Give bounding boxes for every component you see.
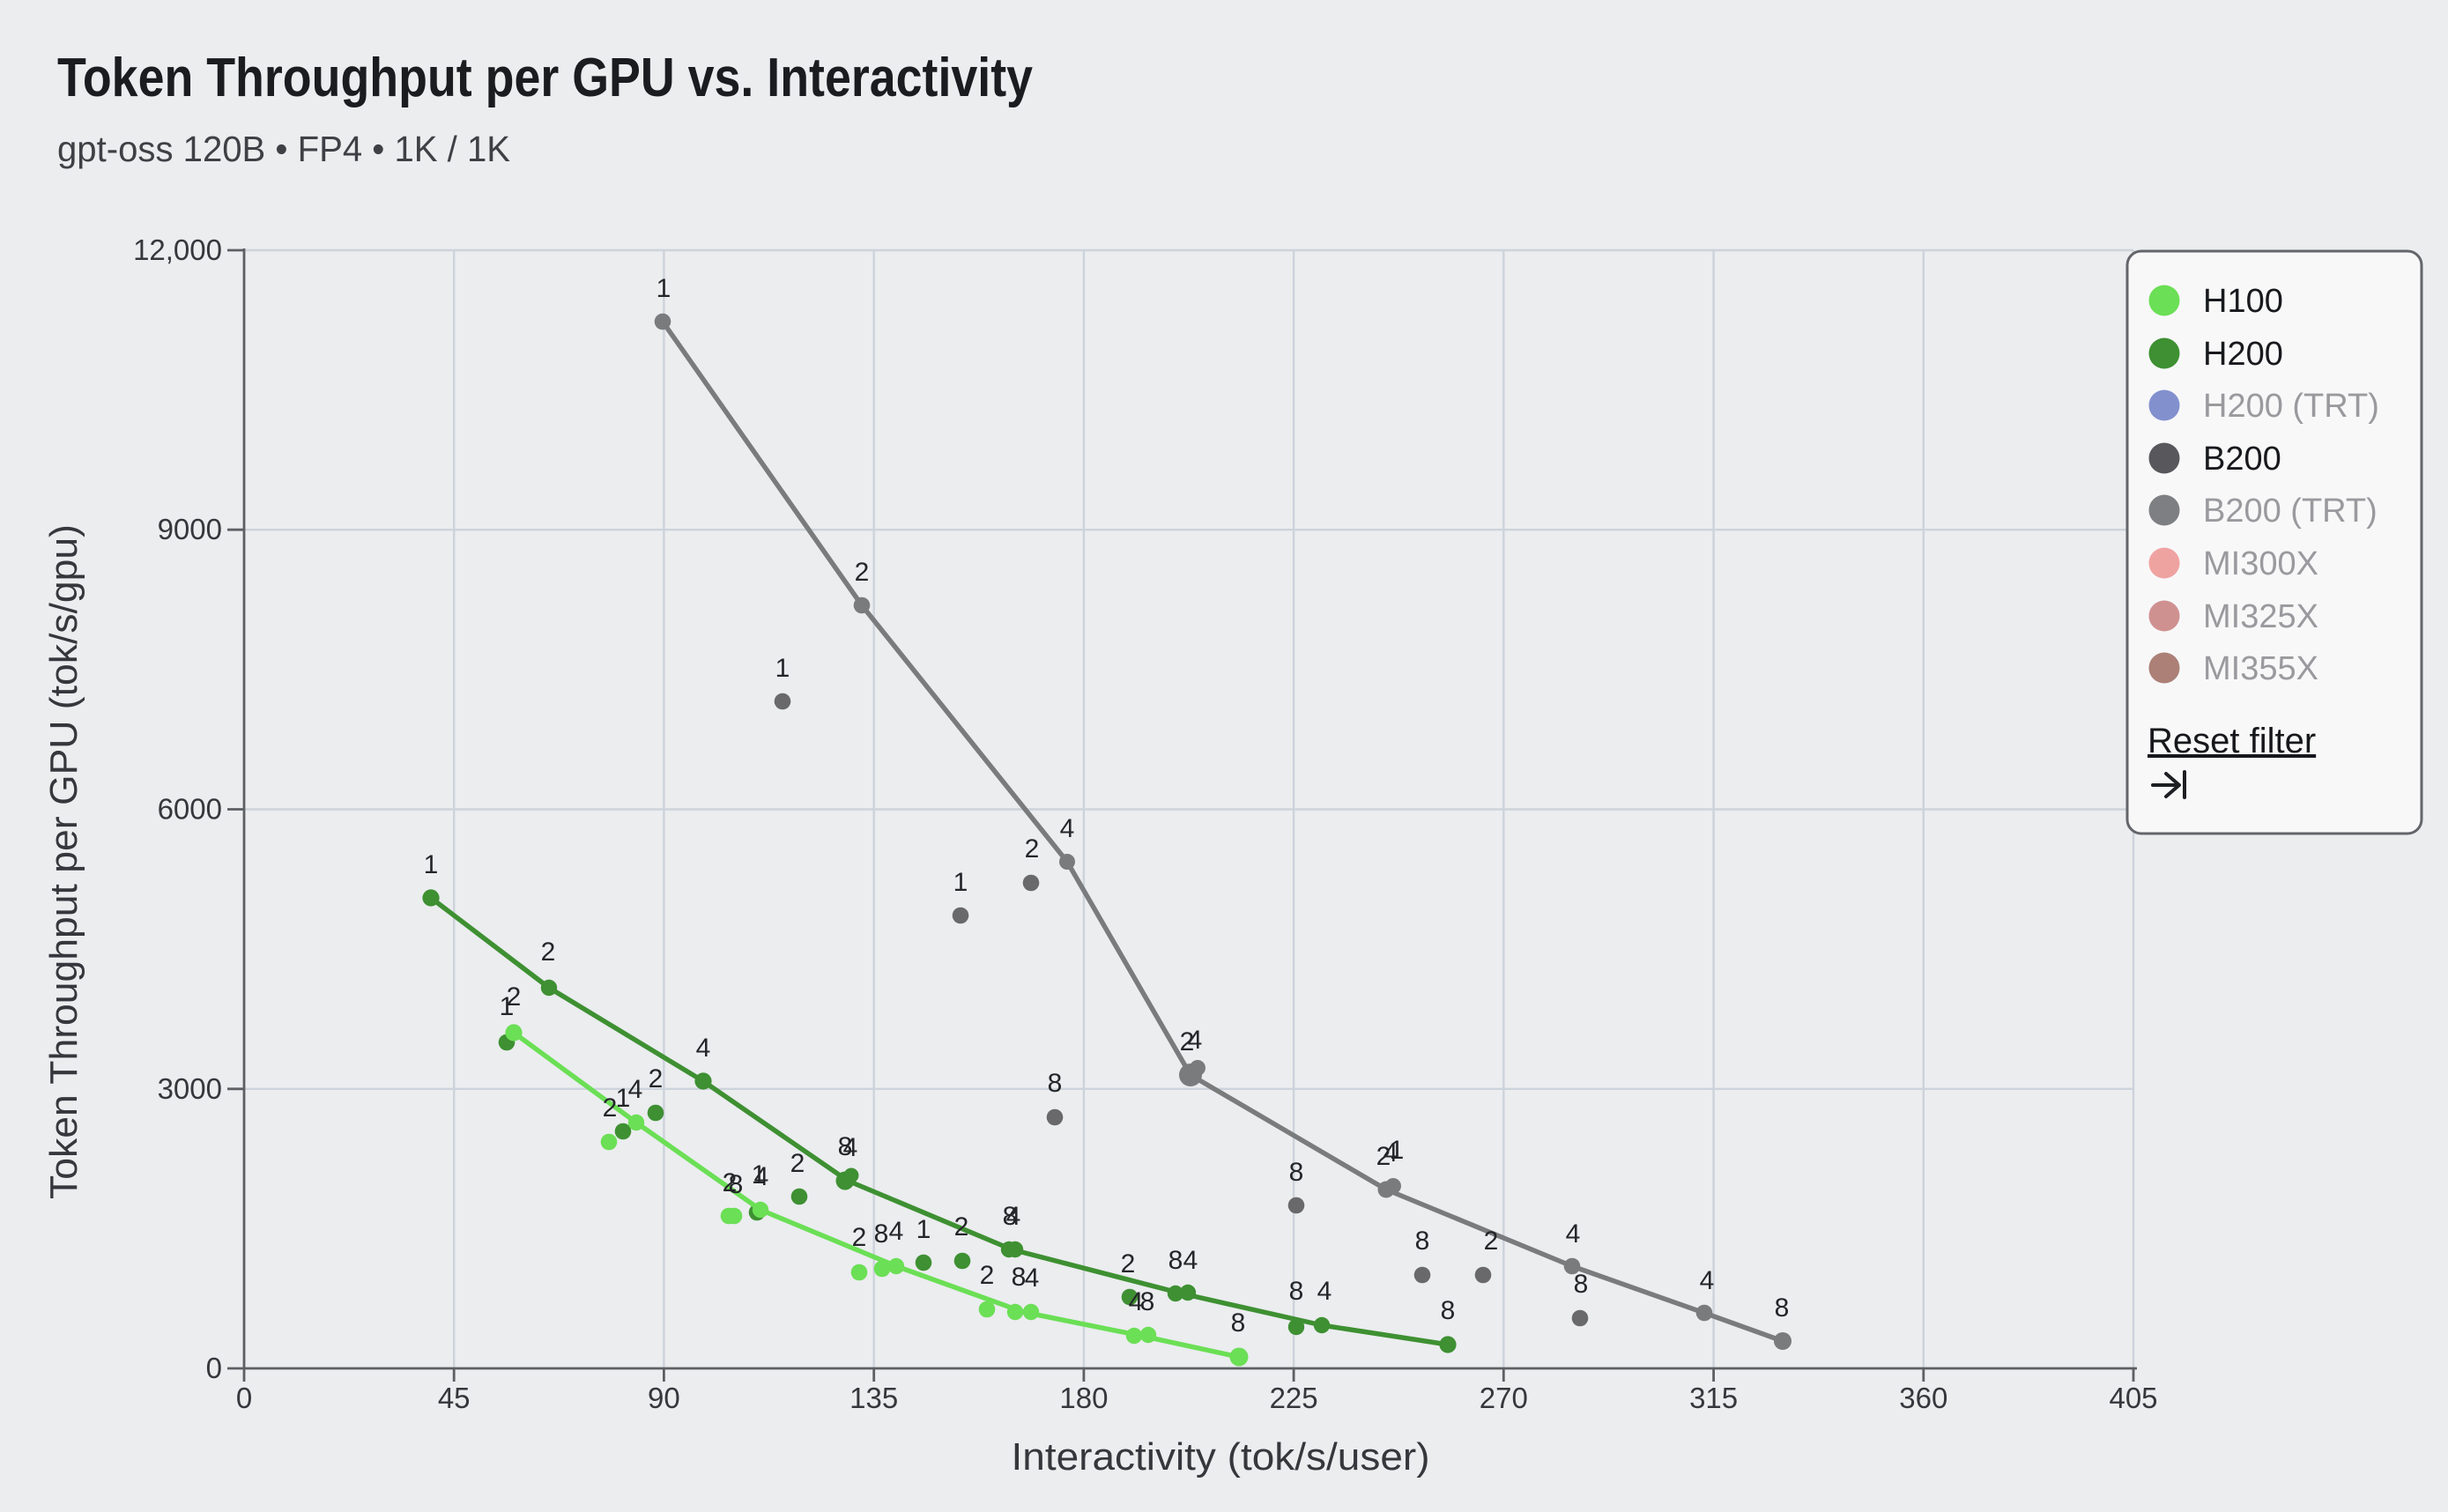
svg-text:3000: 3000: [158, 1072, 222, 1105]
svg-text:1: 1: [775, 654, 790, 683]
svg-text:2: 2: [1376, 1142, 1391, 1171]
svg-text:1: 1: [953, 868, 968, 897]
svg-text:225: 225: [1270, 1382, 1318, 1414]
svg-text:4: 4: [1129, 1287, 1144, 1316]
svg-text:2: 2: [855, 558, 870, 587]
svg-text:1: 1: [424, 850, 439, 879]
svg-text:Reset filter: Reset filter: [2148, 722, 2316, 760]
svg-text:1: 1: [752, 1160, 767, 1190]
svg-text:H200: H200: [2203, 336, 2283, 373]
svg-text:4: 4: [754, 1162, 769, 1191]
svg-text:MI300X: MI300X: [2203, 545, 2318, 582]
svg-text:270: 270: [1480, 1382, 1528, 1414]
svg-text:1: 1: [616, 1084, 631, 1113]
svg-text:Token Throughput per GPU (tok/: Token Throughput per GPU (tok/s/gpu): [42, 524, 85, 1199]
svg-text:90: 90: [648, 1382, 680, 1414]
svg-text:8: 8: [729, 1170, 744, 1199]
svg-text:4: 4: [843, 1133, 858, 1162]
svg-text:2: 2: [603, 1093, 618, 1123]
svg-text:4: 4: [628, 1075, 643, 1104]
svg-text:8: 8: [1140, 1287, 1155, 1316]
svg-text:8: 8: [1415, 1227, 1430, 1256]
svg-text:4: 4: [1383, 1138, 1398, 1167]
svg-text:405: 405: [2109, 1382, 2157, 1414]
svg-text:H200 (TRT): H200 (TRT): [2203, 388, 2379, 425]
svg-text:2: 2: [1180, 1027, 1195, 1056]
svg-text:8: 8: [1231, 1308, 1246, 1338]
svg-text:1: 1: [916, 1215, 931, 1244]
svg-text:135: 135: [849, 1382, 898, 1414]
svg-text:B200: B200: [2203, 441, 2281, 478]
svg-text:4: 4: [1188, 1026, 1203, 1055]
svg-text:4: 4: [1317, 1277, 1332, 1306]
svg-text:4: 4: [889, 1217, 904, 1246]
svg-text:2: 2: [541, 938, 556, 967]
svg-text:2: 2: [954, 1212, 969, 1241]
svg-text:180: 180: [1059, 1382, 1108, 1414]
svg-text:360: 360: [1899, 1382, 1947, 1414]
svg-text:8: 8: [1012, 1263, 1027, 1292]
svg-text:8: 8: [1441, 1296, 1456, 1325]
svg-text:1: 1: [657, 274, 671, 303]
svg-text:8: 8: [1289, 1158, 1304, 1187]
svg-text:Token Throughput per GPU vs. I: Token Throughput per GPU vs. Interactivi…: [57, 48, 1033, 108]
svg-text:2: 2: [507, 982, 522, 1012]
svg-text:Interactivity (tok/s/user): Interactivity (tok/s/user): [1012, 1435, 1430, 1479]
svg-text:2: 2: [980, 1261, 995, 1290]
svg-text:MI355X: MI355X: [2203, 650, 2318, 687]
svg-text:4: 4: [696, 1034, 711, 1063]
svg-text:8: 8: [1168, 1246, 1183, 1275]
svg-text:1: 1: [500, 992, 515, 1021]
svg-text:2: 2: [723, 1168, 738, 1197]
svg-text:8: 8: [1048, 1069, 1063, 1098]
svg-text:4: 4: [1025, 1264, 1040, 1293]
svg-text:2: 2: [1025, 834, 1040, 863]
svg-text:0: 0: [206, 1352, 222, 1384]
svg-text:8: 8: [1289, 1277, 1304, 1306]
svg-text:4: 4: [1183, 1246, 1198, 1275]
svg-text:4: 4: [1060, 814, 1075, 843]
svg-text:MI325X: MI325X: [2203, 598, 2318, 635]
svg-text:gpt-oss 120B • FP4 • 1K / 1K: gpt-oss 120B • FP4 • 1K / 1K: [57, 129, 510, 169]
svg-text:0: 0: [236, 1382, 252, 1414]
svg-text:B200 (TRT): B200 (TRT): [2203, 493, 2378, 530]
svg-text:315: 315: [1689, 1382, 1738, 1414]
svg-text:2: 2: [649, 1064, 664, 1093]
svg-text:2: 2: [790, 1149, 805, 1178]
svg-text:2: 2: [1121, 1249, 1136, 1279]
svg-text:45: 45: [438, 1382, 471, 1414]
svg-text:4: 4: [1006, 1202, 1021, 1231]
svg-text:2: 2: [1484, 1227, 1499, 1256]
svg-text:8: 8: [1003, 1202, 1018, 1231]
svg-text:4: 4: [1566, 1219, 1581, 1249]
svg-text:H100: H100: [2203, 283, 2283, 320]
svg-text:9000: 9000: [158, 513, 222, 545]
svg-text:8: 8: [874, 1219, 889, 1249]
svg-text:8: 8: [1775, 1293, 1790, 1323]
svg-text:4: 4: [1700, 1266, 1715, 1295]
svg-text:2: 2: [852, 1223, 867, 1252]
svg-text:8: 8: [838, 1132, 853, 1161]
svg-text:12,000: 12,000: [133, 233, 222, 266]
svg-text:8: 8: [1574, 1270, 1589, 1299]
svg-text:6000: 6000: [158, 793, 222, 826]
svg-text:1: 1: [1390, 1136, 1405, 1165]
